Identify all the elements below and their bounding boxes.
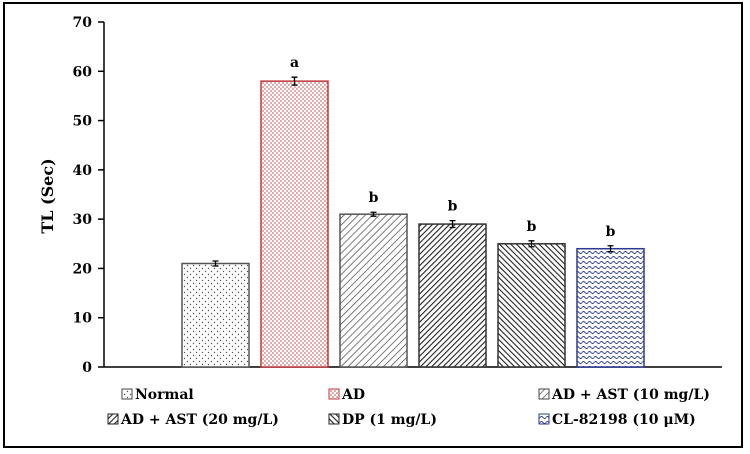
error-bar-ast10 [370,211,377,217]
legend-swatch-cl82198 [538,413,550,425]
significance-label-ast20: b [448,199,458,215]
bar-cl82198 [576,247,645,368]
legend-swatch-ast20 [107,413,119,425]
legend-label-ad: AD [341,387,365,403]
error-bar-normal [212,260,219,267]
legend-label-ast20: AD + AST (20 mg/L) [120,412,279,428]
legend-swatch-normal [121,388,133,400]
legend-item-ast20: AD + AST (20 mg/L) [107,412,279,428]
y-tick-label: 70 [73,15,93,31]
legend-label-cl82198: CL-82198 (10 μM) [552,412,696,428]
significance-label-ast10: b [369,190,379,206]
legend-label-ast10: AD + AST (10 mg/L) [551,387,710,403]
significance-label-ad: a [290,55,299,71]
legend: Normal AD AD + AST (10 mg/L) AD + AST (2… [107,387,710,428]
error-bar-ad [291,76,298,86]
significance-label-dp: b [527,219,537,235]
legend-item-cl82198: CL-82198 (10 μM) [538,412,696,428]
significance-label-cl82198: b [606,224,616,240]
legend-swatch-dp [328,413,340,425]
chart-frame [3,2,743,448]
y-tick-label: 20 [73,261,93,277]
bar-normal [181,262,250,368]
bar-ast10 [339,213,408,368]
y-tick-label: 10 [73,311,93,327]
legend-label-normal: Normal [135,387,194,403]
y-tick-label: 50 [73,114,93,130]
legend-label-dp: DP (1 mg/L) [342,412,437,428]
y-tick-label: 40 [73,163,93,179]
error-bar-cl82198 [607,245,614,253]
error-bar-ast20 [449,219,456,229]
legend-swatch-ast10 [538,388,550,400]
error-bar-dp [528,240,535,248]
y-tick-group: 0 10 20 30 40 50 60 70 [73,15,104,376]
bar-dp [497,243,566,368]
legend-swatch-ad [328,388,340,400]
y-tick-label: 0 [82,360,92,376]
y-tick-label: 60 [73,64,93,80]
legend-item-normal: Normal [121,387,194,403]
y-tick-label: 30 [73,212,93,228]
bar-group: a b b b b [181,55,645,368]
legend-item-ad: AD [328,387,365,403]
y-axis-label: TL (Sec) [38,158,57,233]
legend-item-dp: DP (1 mg/L) [328,412,437,428]
bar-ad [260,80,329,368]
legend-item-ast10: AD + AST (10 mg/L) [538,387,710,403]
bar-ast20 [418,223,487,368]
